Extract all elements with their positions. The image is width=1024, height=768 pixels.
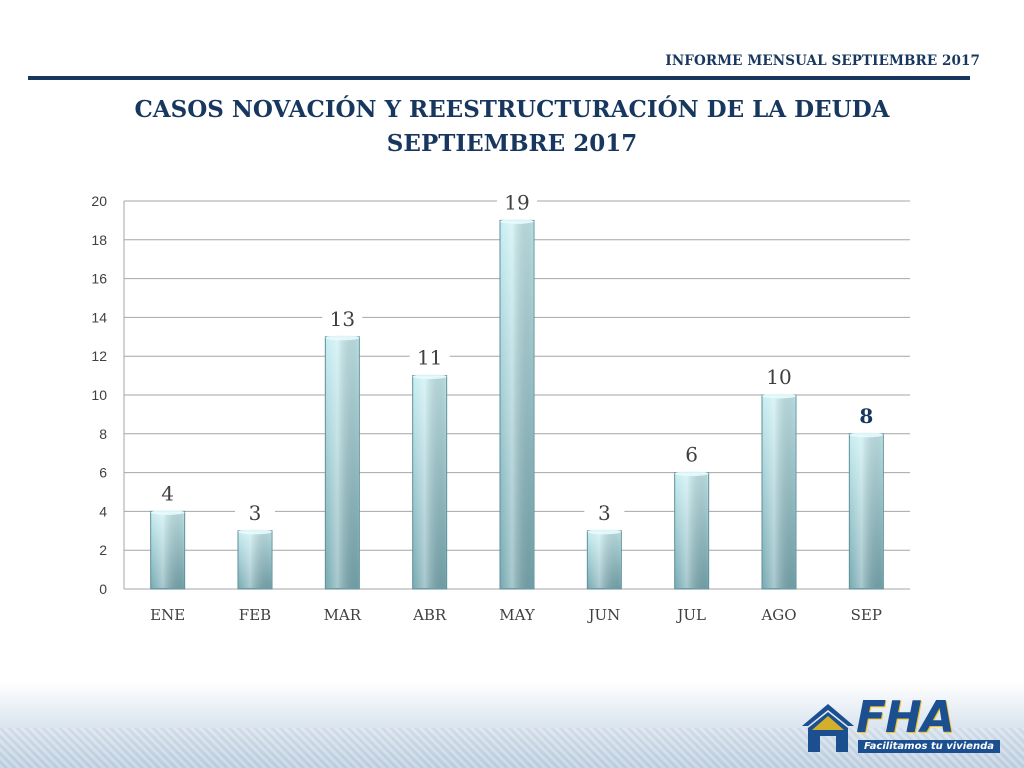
logo-text: FHA: [856, 692, 955, 743]
data-label-bg: [846, 401, 887, 428]
data-label-bg: [671, 440, 712, 467]
bar-shine: [239, 531, 271, 588]
x-tick-label: FEB: [239, 606, 271, 624]
bars: [150, 218, 884, 590]
bar-shine: [675, 473, 708, 588]
bar-top: [849, 432, 884, 438]
bar-shine: [151, 512, 184, 588]
data-label: 8: [859, 404, 873, 428]
y-tick-label: 20: [91, 193, 107, 209]
data-label: 19: [504, 190, 529, 214]
bar-shine: [326, 337, 359, 588]
y-tick-label: 8: [99, 426, 107, 442]
bar-top: [762, 393, 796, 399]
report-label: INFORME MENSUAL SEPTIEMBRE 2017: [665, 53, 980, 69]
bar-top: [150, 509, 185, 515]
house-icon: [802, 704, 854, 752]
x-tick-label: ENE: [150, 606, 185, 624]
y-tick-label: 0: [99, 581, 107, 597]
bar-shine: [501, 221, 533, 588]
data-labels: 4 3 13 11 19 3 6 10 8: [147, 188, 887, 525]
data-label-bg: [497, 188, 537, 215]
data-label: 10: [766, 365, 791, 389]
x-tick-label: SEP: [851, 606, 882, 624]
data-label-bg: [759, 363, 799, 389]
data-label-bg: [147, 479, 188, 506]
bar-shine: [588, 531, 621, 588]
bar-top: [325, 335, 360, 341]
data-label: 13: [330, 307, 355, 331]
data-label: 4: [161, 481, 174, 505]
data-label-bg: [584, 498, 625, 525]
bar-top: [500, 218, 534, 224]
data-label-bg: [409, 343, 450, 370]
data-label: 3: [598, 501, 611, 525]
y-tick-label: 2: [99, 542, 107, 558]
x-axis-ticks: ENE FEB MAR ABR MAY JUN JUL AGO SEP: [150, 606, 882, 624]
header-rule: [28, 76, 970, 80]
y-tick-label: 12: [91, 348, 107, 364]
x-tick-label: AGO: [760, 606, 796, 624]
chart-title: CASOS NOVACIÓN Y REESTRUCTURACIÓN DE LA …: [134, 96, 890, 123]
data-label: 6: [685, 443, 698, 467]
y-tick-label: 10: [91, 387, 107, 403]
x-tick-label: MAR: [324, 606, 362, 624]
footer-band: [0, 682, 1024, 768]
logo-tagline: Facilitamos tu vivienda: [858, 740, 1000, 753]
y-tick-label: 6: [99, 465, 107, 481]
y-tick-label: 4: [99, 503, 107, 519]
bar-top: [412, 374, 447, 380]
x-tick-label: ABR: [412, 606, 447, 624]
fha-logo: FHA Facilitamos tu vivienda: [798, 692, 1010, 760]
y-tick-label: 18: [91, 232, 107, 248]
y-tick-label: 16: [91, 271, 107, 287]
bar-shine: [413, 376, 446, 588]
data-label-bg: [322, 304, 363, 331]
data-label: 11: [417, 346, 442, 370]
bar-shine: [763, 396, 795, 588]
x-tick-label: JUN: [586, 606, 620, 624]
bar-shine: [850, 434, 883, 588]
y-axis-ticks: 0 2 4 6 8 10 12 14 16 18 20: [91, 193, 107, 597]
bar-chart: 0 2 4 6 8 10 12 14 16 18 20 ENE FEB MAR ABR MAY JUN JUL A…: [91, 188, 910, 624]
chart-subtitle: SEPTIEMBRE 2017: [386, 130, 638, 157]
x-tick-label: MAY: [499, 606, 536, 624]
x-tick-label: JUL: [675, 606, 706, 624]
data-label-bg: [235, 498, 275, 525]
data-label: 3: [249, 501, 262, 525]
bar-top: [674, 471, 709, 477]
bar-top: [587, 529, 622, 535]
bar-top: [238, 529, 272, 535]
y-tick-label: 14: [91, 309, 107, 325]
